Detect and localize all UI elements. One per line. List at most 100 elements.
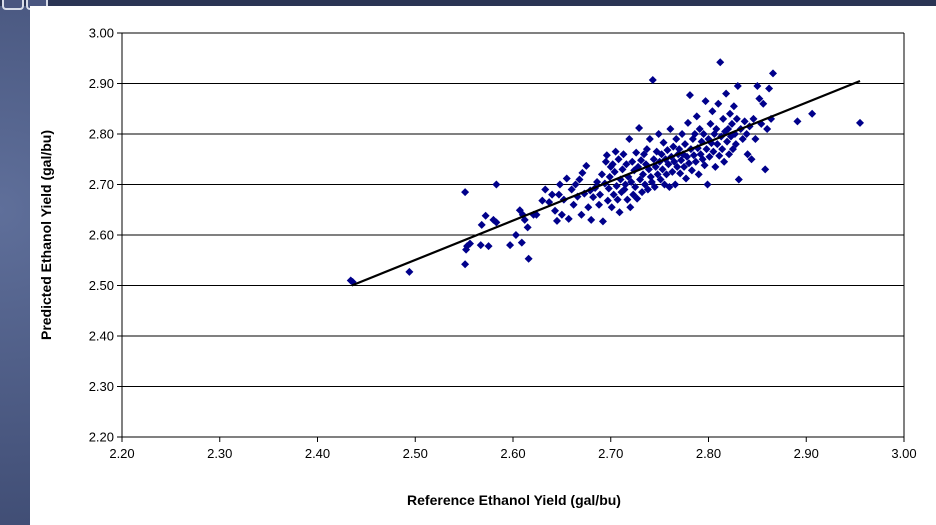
data-point bbox=[658, 165, 667, 174]
x-tick-label: 2.80 bbox=[696, 446, 721, 461]
data-point bbox=[564, 214, 573, 223]
y-tick-label: 2.70 bbox=[89, 177, 114, 192]
data-point bbox=[747, 155, 756, 164]
data-point bbox=[635, 123, 644, 132]
data-point bbox=[656, 175, 665, 184]
data-point bbox=[711, 162, 720, 171]
data-point bbox=[614, 155, 623, 164]
data-point bbox=[557, 210, 566, 219]
data-point bbox=[484, 242, 493, 251]
data-point bbox=[506, 241, 515, 250]
data-point bbox=[465, 239, 474, 248]
data-point bbox=[743, 150, 752, 159]
data-point bbox=[612, 182, 621, 191]
x-tick-label: 3.00 bbox=[891, 446, 916, 461]
data-point bbox=[685, 91, 694, 100]
data-point bbox=[665, 183, 674, 192]
data-point bbox=[609, 190, 618, 199]
data-point bbox=[577, 210, 586, 219]
data-point bbox=[619, 150, 628, 159]
data-point bbox=[524, 254, 533, 263]
data-point bbox=[666, 124, 675, 133]
data-point bbox=[610, 167, 619, 176]
x-tick-label: 2.90 bbox=[794, 446, 819, 461]
data-point bbox=[477, 220, 486, 229]
data-point bbox=[562, 174, 571, 183]
data-point bbox=[793, 117, 802, 126]
data-point bbox=[639, 170, 648, 179]
data-point bbox=[749, 114, 758, 123]
data-point bbox=[701, 97, 710, 106]
data-point bbox=[481, 211, 490, 220]
data-point bbox=[657, 150, 666, 159]
data-point bbox=[615, 208, 624, 217]
data-point bbox=[694, 170, 703, 179]
data-point bbox=[461, 260, 470, 269]
data-point bbox=[706, 119, 715, 128]
data-point bbox=[722, 89, 731, 98]
data-point bbox=[461, 188, 470, 197]
data-point bbox=[603, 196, 612, 205]
data-point bbox=[690, 130, 699, 138]
data-point bbox=[541, 185, 550, 194]
data-point bbox=[569, 200, 578, 209]
data-point bbox=[517, 238, 526, 247]
data-point bbox=[623, 195, 632, 204]
data-point bbox=[700, 161, 709, 170]
data-point bbox=[638, 188, 647, 197]
data-point bbox=[761, 165, 770, 174]
data-point bbox=[729, 102, 738, 111]
data-point bbox=[720, 157, 729, 166]
data-point bbox=[723, 137, 732, 146]
data-point bbox=[625, 135, 634, 144]
data-point bbox=[726, 109, 735, 118]
data-point bbox=[714, 99, 723, 108]
data-point bbox=[595, 200, 604, 209]
data-point bbox=[608, 160, 617, 169]
y-tick-label: 3.00 bbox=[89, 26, 114, 41]
data-point bbox=[538, 196, 547, 205]
data-point bbox=[492, 180, 501, 189]
data-point bbox=[699, 130, 708, 138]
data-point bbox=[687, 166, 696, 175]
data-point bbox=[703, 180, 712, 189]
data-point bbox=[589, 193, 598, 202]
data-point bbox=[726, 132, 735, 141]
data-point bbox=[632, 148, 641, 157]
data-point bbox=[631, 183, 640, 192]
data-point bbox=[597, 170, 606, 179]
data-point bbox=[607, 203, 616, 212]
data-point bbox=[732, 114, 741, 123]
data-point bbox=[682, 152, 691, 161]
data-point bbox=[642, 145, 651, 154]
data-point bbox=[715, 151, 724, 160]
data-point bbox=[677, 156, 686, 165]
data-point bbox=[725, 150, 734, 159]
data-point bbox=[676, 169, 685, 178]
x-tick-label: 2.60 bbox=[500, 446, 525, 461]
data-point bbox=[684, 159, 693, 168]
data-point bbox=[678, 130, 687, 138]
data-point bbox=[705, 152, 714, 161]
data-point bbox=[628, 157, 637, 166]
y-tick-label: 2.30 bbox=[89, 379, 114, 394]
data-point bbox=[548, 190, 557, 199]
data-point bbox=[595, 190, 604, 199]
data-point bbox=[733, 82, 742, 91]
data-point bbox=[627, 177, 636, 186]
data-point bbox=[602, 151, 611, 160]
data-point bbox=[578, 168, 587, 177]
x-tick-label: 2.50 bbox=[403, 446, 428, 461]
x-axis-title: Reference Ethanol Yield (gal/bu) bbox=[407, 492, 621, 508]
data-point bbox=[551, 206, 560, 215]
data-point bbox=[755, 94, 764, 103]
y-tick-label: 2.40 bbox=[89, 329, 114, 344]
gridlines bbox=[122, 32, 904, 387]
data-point bbox=[523, 223, 532, 232]
data-point bbox=[740, 117, 749, 126]
data-point bbox=[856, 118, 865, 127]
data-point bbox=[649, 155, 658, 164]
x-tick-label: 2.30 bbox=[207, 446, 232, 461]
data-point bbox=[613, 195, 622, 204]
y-tick-label: 2.60 bbox=[89, 228, 114, 243]
